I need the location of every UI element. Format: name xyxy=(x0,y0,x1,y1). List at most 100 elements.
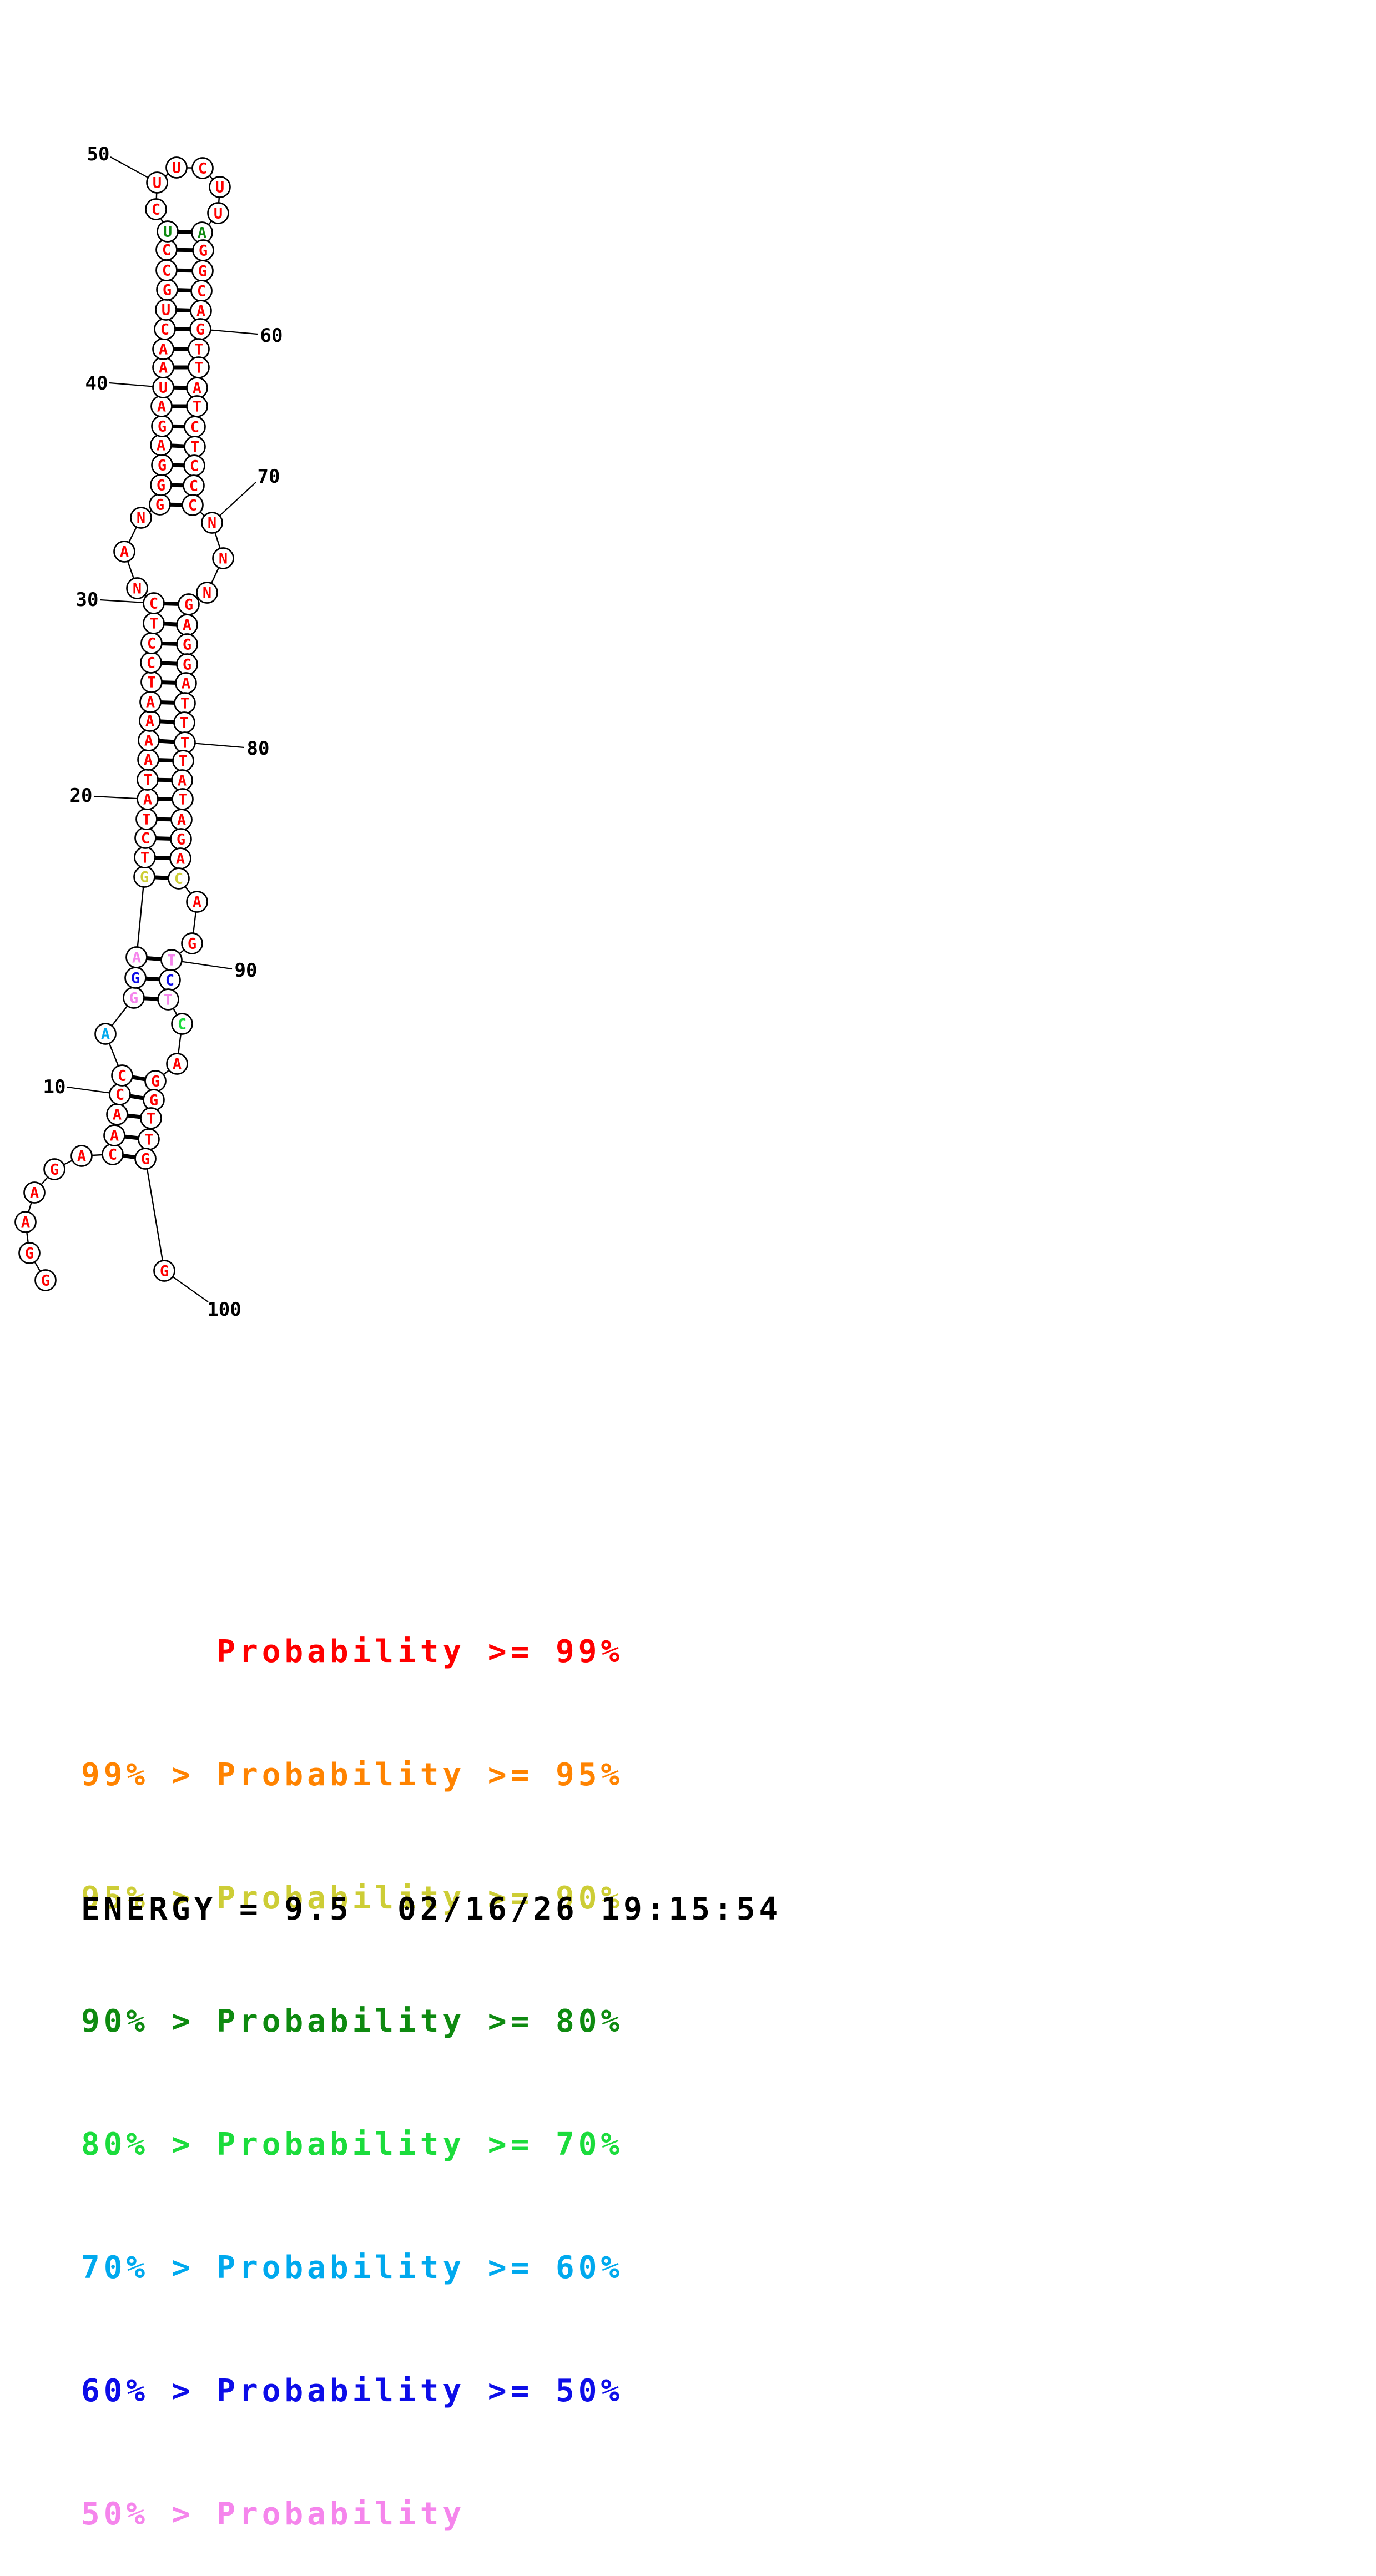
nucleotide-16-G: G xyxy=(140,869,149,886)
nucleotide-78-T: T xyxy=(180,695,189,713)
nucleotide-91-C: C xyxy=(165,972,174,989)
nucleotide-28-C: C xyxy=(147,635,156,653)
nucleotide-68-C: C xyxy=(189,478,198,495)
legend-line-p95: 99% > Probability >= 95% xyxy=(81,1757,624,1793)
nucleotide-43-C: C xyxy=(160,321,169,339)
legend-line-p99: Probability >= 99% xyxy=(81,1634,624,1670)
nucleotide-36-G: G xyxy=(158,457,167,474)
page: { "colors": { "p99": "#FF0000", "p95": "… xyxy=(14,143,782,2532)
nucleotide-circle-15 xyxy=(125,946,148,968)
nucleotide-15-A: A xyxy=(132,949,141,967)
nucleotide-38-G: G xyxy=(158,418,167,436)
nucleotide-26-T: T xyxy=(147,674,156,691)
nucleotide-100-G: G xyxy=(160,1263,169,1280)
position-label-100: 100 xyxy=(207,1299,241,1321)
nucleotide-44-U: U xyxy=(162,302,170,319)
nucleotide-circle-94 xyxy=(166,1053,188,1075)
nucleotide-18-C: C xyxy=(141,830,150,847)
nucleotide-circle-72 xyxy=(196,582,218,604)
nucleotide-61-T: T xyxy=(194,341,203,358)
nucleotide-circle-8 xyxy=(103,1124,125,1146)
nucleotide-86-A: A xyxy=(176,851,185,868)
nucleotide-49-C: C xyxy=(152,201,160,219)
nucleotide-45-G: G xyxy=(163,282,172,299)
nucleotide-94-A: A xyxy=(173,1056,182,1073)
nucleotide-63-A: A xyxy=(193,380,201,397)
nucleotide-74-A: A xyxy=(183,617,191,634)
nucleotide-98-T: T xyxy=(144,1132,153,1149)
position-label-90: 90 xyxy=(235,959,258,982)
nucleotide-71-N: N xyxy=(219,550,228,568)
nucleotide-97-T: T xyxy=(147,1110,155,1128)
nucleotide-79-T: T xyxy=(180,715,189,732)
nucleotide-14-G: G xyxy=(131,970,140,987)
nucleotide-88-A: A xyxy=(193,894,201,911)
nucleotide-55-A: A xyxy=(198,225,206,242)
nucleotide-circle-30 xyxy=(143,592,165,614)
position-label-40: 40 xyxy=(85,372,108,395)
nucleotide-10-C: C xyxy=(115,1087,124,1104)
nucleotide-33-N: N xyxy=(137,510,145,527)
nucleotide-2-G: G xyxy=(25,1245,34,1262)
nucleotide-76-G: G xyxy=(183,656,191,674)
nucleotide-90-T: T xyxy=(167,952,176,969)
position-label-10: 10 xyxy=(43,1076,66,1098)
nucleotide-67-C: C xyxy=(190,458,199,475)
nucleotide-32-A: A xyxy=(120,544,129,561)
nucleotide-circle-51 xyxy=(165,156,188,179)
nucleotide-circle-71 xyxy=(212,547,234,569)
nucleotide-89-G: G xyxy=(188,936,196,953)
backbone-segment xyxy=(135,876,145,958)
nucleotide-circle-31 xyxy=(126,577,148,599)
nucleotide-66-T: T xyxy=(190,439,199,456)
nucleotide-92-T: T xyxy=(164,992,173,1009)
legend-line-p70: 80% > Probability >= 70% xyxy=(81,2127,624,2163)
nucleotide-25-A: A xyxy=(146,694,155,711)
nucleotide-30-C: C xyxy=(149,595,158,613)
nucleotide-circle-87 xyxy=(168,867,190,890)
nucleotide-circle-12 xyxy=(94,1023,117,1045)
nucleotide-35-G: G xyxy=(157,477,165,494)
nucleotide-13-G: G xyxy=(129,990,138,1007)
nucleotide-4-A: A xyxy=(30,1185,39,1202)
nucleotide-40-U: U xyxy=(159,380,168,397)
nucleotide-7-C: C xyxy=(108,1146,117,1164)
nucleotide-20-A: A xyxy=(143,791,152,809)
nucleotide-circle-93 xyxy=(171,1013,193,1035)
nucleotide-5-G: G xyxy=(50,1161,59,1179)
legend-line-p50: 60% > Probability >= 50% xyxy=(81,2373,624,2409)
energy-line: ENERGY = 9.5 02/16/26 19:15:54 xyxy=(81,1891,782,1927)
legend-line-lt50: 50% > Probability xyxy=(81,2496,466,2532)
nucleotide-circle-54 xyxy=(207,202,229,224)
nucleotide-27-C: C xyxy=(147,655,155,672)
nucleotide-42-A: A xyxy=(159,341,168,358)
position-label-60: 60 xyxy=(260,325,283,347)
nucleotide-circle-4 xyxy=(23,1181,46,1204)
nucleotide-circle-48 xyxy=(157,220,179,243)
nucleotide-circle-11 xyxy=(111,1064,133,1087)
position-label-20: 20 xyxy=(70,785,93,807)
nucleotide-3-A: A xyxy=(21,1214,30,1231)
nucleotide-82-A: A xyxy=(178,772,187,790)
nucleotide-54-U: U xyxy=(214,205,223,223)
nucleotide-51-U: U xyxy=(172,160,181,177)
nucleotide-34-G: G xyxy=(155,497,164,514)
nucleotide-52-C: C xyxy=(198,160,207,178)
nucleotide-circle-3 xyxy=(14,1211,37,1233)
nucleotide-59-A: A xyxy=(196,303,205,320)
nucleotide-85-G: G xyxy=(177,831,185,848)
nucleotide-23-A: A xyxy=(144,733,153,750)
nucleotide-65-C: C xyxy=(190,419,199,436)
nucleotide-64-T: T xyxy=(193,398,201,416)
nucleotide-circle-52 xyxy=(191,157,214,179)
nucleotide-83-T: T xyxy=(178,791,187,809)
nucleotide-circle-69 xyxy=(182,494,204,516)
position-label-50: 50 xyxy=(87,143,110,165)
nucleotide-31-N: N xyxy=(133,580,142,598)
nucleotide-60-G: G xyxy=(196,321,205,339)
nucleotide-48-U: U xyxy=(163,224,172,241)
nucleotide-46-C: C xyxy=(162,262,171,280)
legend-line-p60: 70% > Probability >= 60% xyxy=(81,2250,624,2286)
nucleotide-53-U: U xyxy=(215,179,224,196)
